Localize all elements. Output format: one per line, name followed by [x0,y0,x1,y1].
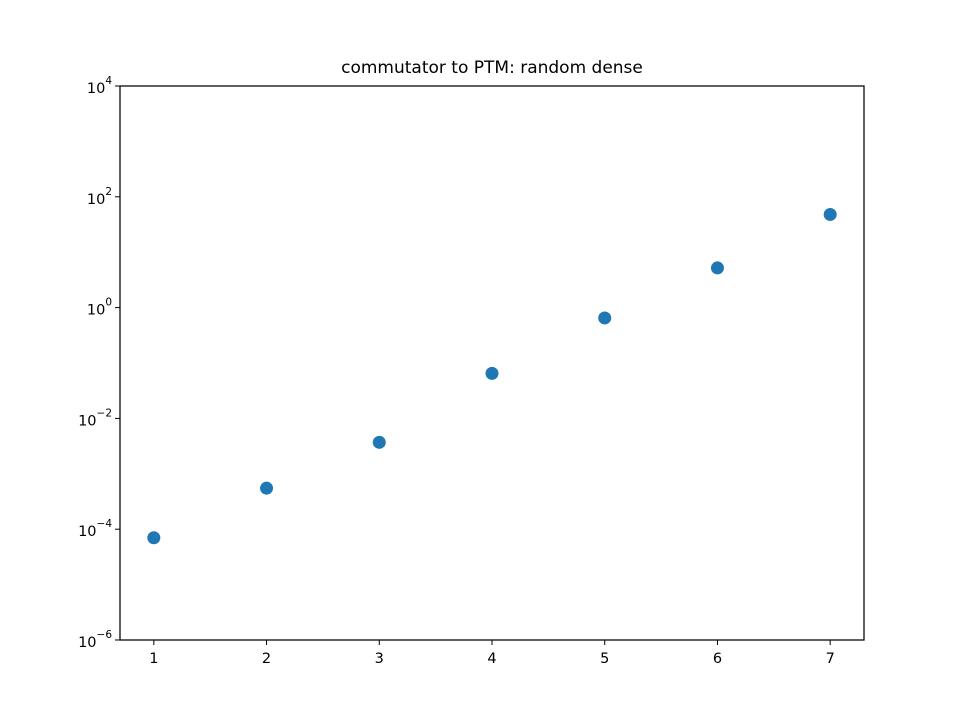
y-tick-exponent: 4 [105,75,112,87]
y-tick-exponent: −2 [97,407,112,419]
x-tick-label: 6 [713,651,722,667]
y-tick-label: 102 [87,186,112,208]
x-tick-label: 3 [375,651,384,667]
x-tick-label: 2 [262,651,271,667]
y-tick-exponent: −6 [97,629,113,641]
x-tick-label: 4 [487,651,496,667]
y-tick-exponent: −4 [97,518,113,530]
y-tick-label: 100 [87,297,112,319]
data-point [710,261,724,275]
y-tick-base: 10 [78,413,96,429]
x-tick-label: 1 [149,651,158,667]
y-tick-exponent: 0 [105,297,112,309]
y-tick-base: 10 [87,81,105,97]
y-tick-label: 10−6 [78,629,112,651]
y-tick-label: 10−4 [78,518,112,540]
data-points [147,207,837,545]
y-tick-label: 104 [87,75,112,97]
y-tick-base: 10 [87,303,105,319]
x-tick-label: 7 [826,651,835,667]
y-tick-base: 10 [78,524,96,540]
data-point [260,481,274,495]
y-tick-base: 10 [87,192,105,208]
x-axis: 1 2 3 4 5 6 7 [149,640,835,667]
plot-frame [119,85,865,641]
data-point [823,207,837,221]
data-point [598,311,612,325]
chart-title: commutator to PTM: random dense [341,58,643,78]
y-tick-label: 10−2 [78,407,112,429]
data-point [372,435,386,449]
data-point [485,366,499,380]
y-tick-base: 10 [78,635,96,651]
x-tick-label: 5 [600,651,609,667]
y-tick-exponent: 2 [105,186,112,198]
data-point [147,531,161,545]
